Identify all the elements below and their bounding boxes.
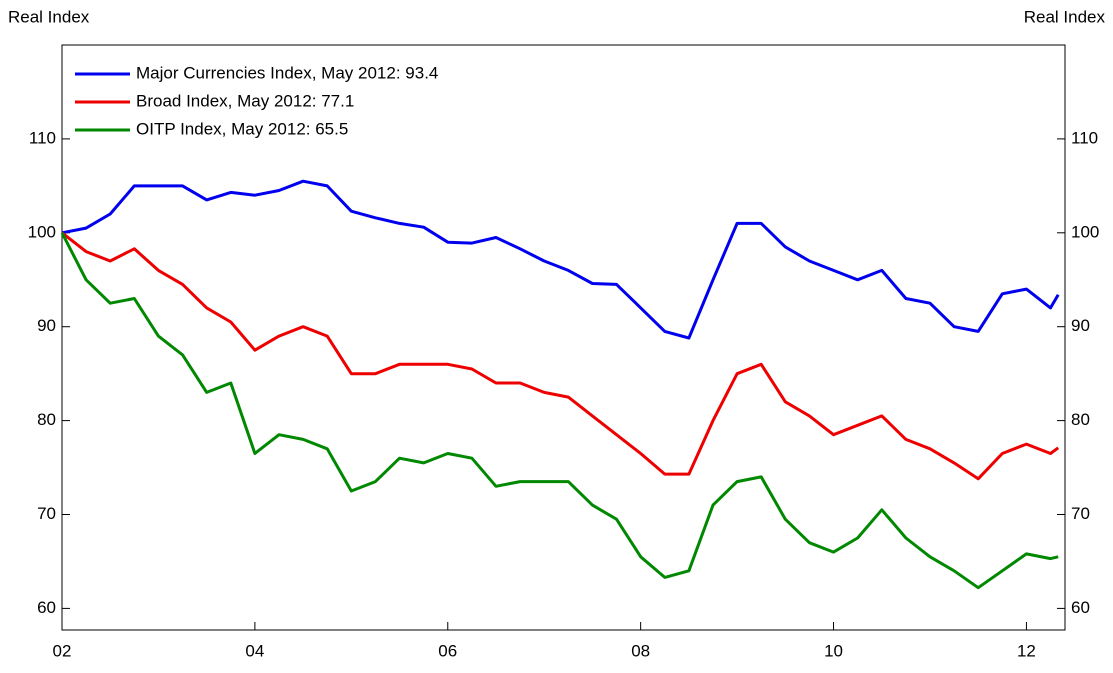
series-line bbox=[61, 231, 1060, 481]
x-tick-label: 10 bbox=[824, 641, 843, 660]
y2-tick-label: 70 bbox=[1071, 504, 1090, 523]
series-line bbox=[60, 232, 1059, 590]
legend-label: OITP Index, May 2012: 65.5 bbox=[136, 119, 348, 138]
legend-label: Broad Index, May 2012: 77.1 bbox=[136, 91, 354, 110]
y2-tick-label: 80 bbox=[1071, 410, 1090, 429]
y2-tick-label: 110 bbox=[1071, 128, 1098, 147]
y-axis-label: Real Index bbox=[8, 7, 90, 26]
x-tick-label: 02 bbox=[53, 641, 72, 660]
y-tick-label: 90 bbox=[37, 316, 56, 335]
y-tick-label: 100 bbox=[28, 222, 56, 241]
y2-tick-label: 100 bbox=[1071, 222, 1099, 241]
x-tick-label: 04 bbox=[245, 641, 264, 660]
plot-frame bbox=[61, 44, 1066, 631]
y2-tick-label: 90 bbox=[1071, 316, 1090, 335]
legend-label: Major Currencies Index, May 2012: 93.4 bbox=[136, 63, 438, 82]
y-tick-label: 70 bbox=[37, 504, 56, 523]
y2-tick-label: 60 bbox=[1071, 598, 1090, 617]
y-tick-label: 60 bbox=[37, 598, 56, 617]
x-tick-label: 06 bbox=[438, 641, 457, 660]
series-line bbox=[61, 179, 1060, 340]
y-tick-label: 80 bbox=[37, 410, 56, 429]
x-tick-label: 12 bbox=[1017, 641, 1036, 660]
y2-axis-label: Real Index bbox=[1024, 7, 1106, 26]
x-tick-label: 08 bbox=[631, 641, 650, 660]
y-tick-label: 110 bbox=[29, 128, 56, 147]
